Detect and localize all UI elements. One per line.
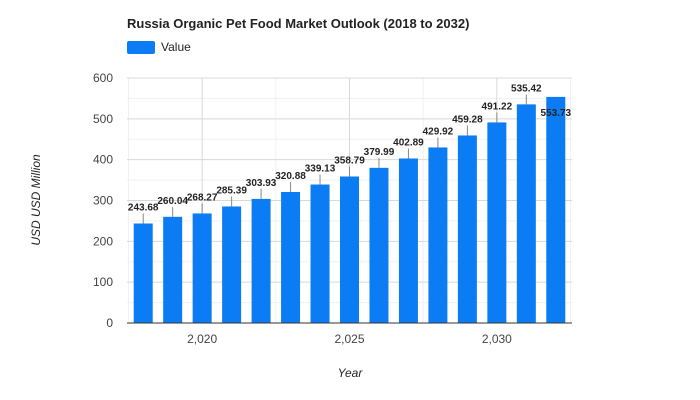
legend[interactable]: Value <box>127 40 191 54</box>
y-tick-label: 200 <box>93 234 113 248</box>
axes: 0 100 200 300 400 500 600 2,020 2,025 2,030 <box>93 71 572 346</box>
bar <box>340 176 359 323</box>
bar <box>222 206 242 323</box>
value-label: 459.28 <box>452 114 483 125</box>
bar <box>516 104 536 323</box>
value-labels: 243.68260.04268.27285.39303.93320.88339.… <box>128 83 572 224</box>
bar <box>192 213 212 323</box>
bar <box>163 216 183 323</box>
bar <box>546 96 566 323</box>
legend-label: Value <box>161 40 191 54</box>
x-axis-label: Year <box>337 366 363 380</box>
y-tick-label: 300 <box>93 194 113 208</box>
y-tick-label: 600 <box>93 71 113 85</box>
value-label: 358.79 <box>334 155 365 166</box>
bar <box>281 191 301 323</box>
value-label: 285.39 <box>216 185 247 196</box>
value-label: 243.68 <box>128 202 159 213</box>
value-label: 379.99 <box>364 147 395 158</box>
x-tick-label: 2,025 <box>334 332 364 346</box>
bar <box>428 147 448 323</box>
legend-swatch <box>127 40 155 54</box>
bar <box>398 158 418 323</box>
bar <box>310 184 330 323</box>
bar <box>369 167 389 323</box>
value-label: 535.42 <box>511 83 542 94</box>
value-label: 268.27 <box>187 192 218 203</box>
y-tick-label: 500 <box>93 112 113 126</box>
bar <box>251 198 271 323</box>
value-label: 402.89 <box>393 137 424 148</box>
bar <box>487 122 507 323</box>
bar <box>457 135 477 323</box>
value-label: 491.22 <box>482 101 513 112</box>
value-label: 260.04 <box>157 196 188 207</box>
chart-title: Russia Organic Pet Food Market Outlook (… <box>127 16 470 31</box>
y-tick-label: 0 <box>106 316 113 330</box>
y-tick-label: 400 <box>93 153 113 167</box>
value-label: 320.88 <box>275 171 306 182</box>
value-label: 429.92 <box>423 126 454 137</box>
bar <box>133 223 153 323</box>
value-label: 339.13 <box>305 164 336 175</box>
value-label: 303.93 <box>246 178 277 189</box>
y-tick-label: 100 <box>93 275 113 289</box>
x-tick-label: 2,020 <box>187 332 217 346</box>
bars <box>133 96 566 323</box>
value-label: 553.73 <box>540 108 571 119</box>
x-tick-label: 2,030 <box>482 332 512 346</box>
